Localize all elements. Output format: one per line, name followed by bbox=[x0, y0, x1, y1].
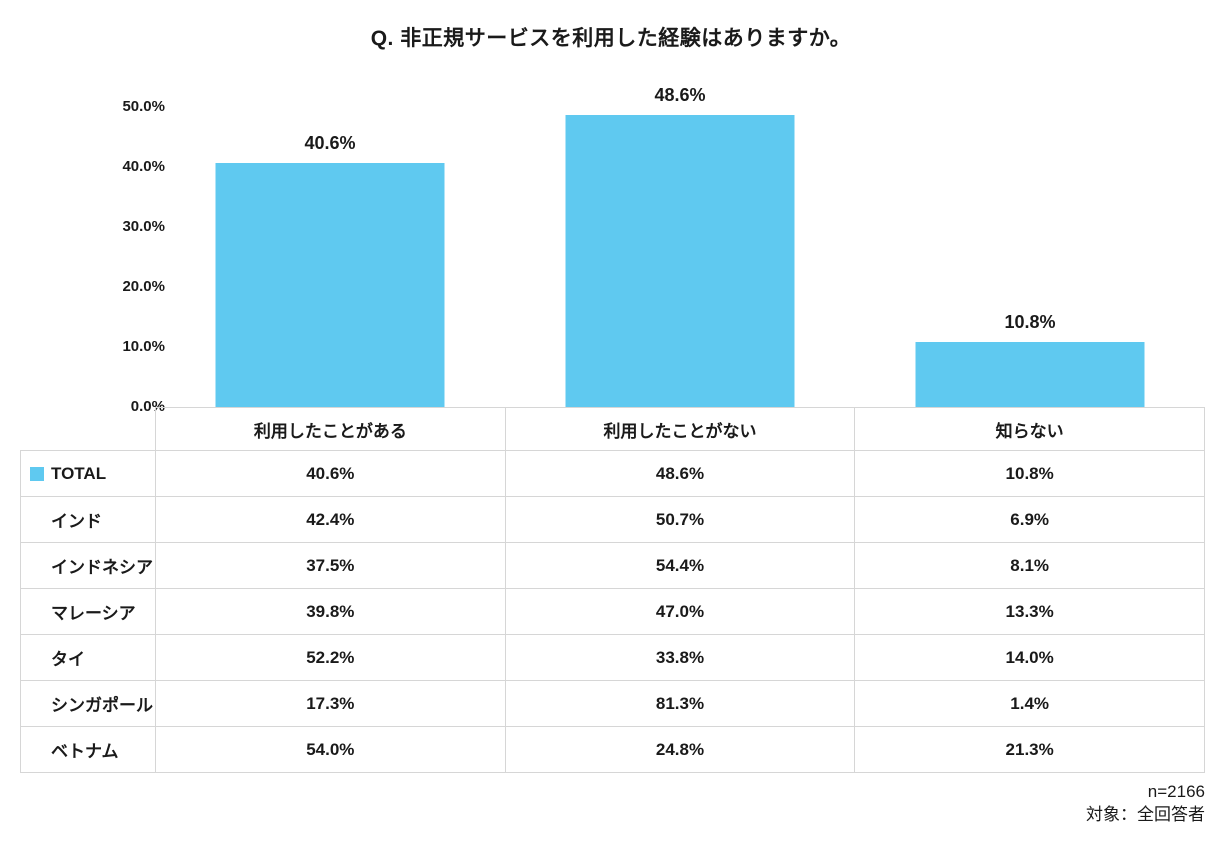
row-label: タイ bbox=[20, 634, 156, 681]
table-row: インド 42.4% 50.7% 6.9% bbox=[20, 496, 1205, 543]
table-cell: 24.8% bbox=[504, 726, 856, 773]
bar-slot: 40.6% bbox=[155, 60, 505, 407]
table-cell: 10.8% bbox=[854, 450, 1205, 497]
table-cell: 37.5% bbox=[155, 542, 506, 589]
table-cell: 1.4% bbox=[854, 680, 1205, 727]
y-tick-label: 50.0% bbox=[122, 98, 165, 115]
plot-area: 40.6% 48.6% 10.8% bbox=[155, 60, 1205, 407]
table-cell: 48.6% bbox=[504, 450, 856, 497]
table-header: 利用したことがある 利用したことがない 知らない bbox=[21, 407, 1205, 451]
data-table-wrap: 利用したことがある 利用したことがない 知らない TOTAL 40.6% 48.6% 10… bbox=[20, 407, 1205, 773]
table-cell: 47.0% bbox=[504, 588, 856, 635]
table-corner-cell bbox=[21, 408, 156, 451]
table-cell: 17.3% bbox=[155, 680, 506, 727]
table-cell: 54.4% bbox=[504, 542, 856, 589]
y-tick-label: 30.0% bbox=[122, 218, 165, 235]
bar-slot: 10.8% bbox=[855, 60, 1205, 407]
table-cell: 6.9% bbox=[854, 496, 1205, 543]
y-tick-label: 20.0% bbox=[122, 278, 165, 295]
bar-chart: 0.0% 10.0% 20.0% 30.0% 40.0% 50.0% 40.6% 48.6%… bbox=[20, 60, 1205, 415]
column-header: 利用したことがある bbox=[155, 407, 506, 451]
table-body: TOTAL 40.6% 48.6% 10.8% インド 42.4% 50.7% 6.9% インド… bbox=[20, 450, 1205, 773]
table-cell: 54.0% bbox=[155, 726, 506, 773]
table-cell: 14.0% bbox=[854, 634, 1205, 681]
row-label: シンガポール bbox=[20, 680, 156, 727]
bar bbox=[215, 163, 445, 407]
table-cell: 42.4% bbox=[155, 496, 506, 543]
bar-value-label: 10.8% bbox=[1004, 312, 1056, 333]
bar-slot: 48.6% bbox=[505, 60, 855, 407]
y-axis: 0.0% 10.0% 20.0% 30.0% 40.0% 50.0% bbox=[20, 60, 165, 415]
row-label: インドネシア bbox=[20, 542, 156, 589]
row-label-text: ベトナム bbox=[51, 742, 119, 761]
row-label-text: インドネシア bbox=[51, 558, 153, 577]
row-label-text: TOTAL bbox=[51, 463, 107, 483]
column-header: 知らない bbox=[854, 407, 1205, 451]
chart-title: Q. 非正規サービスを利用した経験はありますか。 bbox=[370, 27, 852, 50]
row-label: ベトナム bbox=[20, 726, 156, 773]
bar-value-label: 40.6% bbox=[304, 133, 356, 154]
table-row: TOTAL 40.6% 48.6% 10.8% bbox=[20, 450, 1205, 497]
table-cell: 50.7% bbox=[504, 496, 856, 543]
audience-note: 対象：全回答者 bbox=[1086, 804, 1205, 824]
y-tick-label: 10.0% bbox=[122, 338, 165, 355]
data-table: 利用したことがある 利用したことがない 知らない TOTAL 40.6% 48.6% 10… bbox=[20, 407, 1205, 773]
y-tick-label: 40.0% bbox=[122, 158, 165, 175]
table-row: ベトナム 54.0% 24.8% 21.3% bbox=[20, 726, 1205, 773]
table-cell: 33.8% bbox=[504, 634, 856, 681]
table-row: マレーシア 39.8% 47.0% 13.3% bbox=[20, 588, 1205, 635]
row-label-text: インド bbox=[51, 512, 102, 531]
bar-value-label: 48.6% bbox=[654, 85, 706, 106]
table-cell: 81.3% bbox=[504, 680, 856, 727]
bar bbox=[915, 342, 1145, 407]
header-row: 利用したことがある 利用したことがない 知らない bbox=[21, 407, 1205, 451]
table-row: シンガポール 17.3% 81.3% 1.4% bbox=[20, 680, 1205, 727]
table-cell: 40.6% bbox=[155, 450, 506, 497]
table-cell: 8.1% bbox=[854, 542, 1205, 589]
table-cell: 21.3% bbox=[854, 726, 1205, 773]
row-label: TOTAL bbox=[20, 450, 156, 497]
column-header: 利用したことがない bbox=[504, 407, 856, 451]
table-cell: 52.2% bbox=[155, 634, 506, 681]
row-label: インド bbox=[20, 496, 156, 543]
bar bbox=[565, 115, 795, 407]
row-label: マレーシア bbox=[20, 588, 156, 635]
row-label-text: マレーシア bbox=[51, 604, 136, 623]
row-label-text: シンガポール bbox=[51, 696, 153, 715]
legend-square-icon bbox=[30, 466, 44, 481]
table-row: タイ 52.2% 33.8% 14.0% bbox=[20, 634, 1205, 681]
footer-note: n=2166 対象：全回答者 bbox=[1086, 781, 1205, 827]
row-label-text: タイ bbox=[51, 650, 85, 669]
table-cell: 13.3% bbox=[854, 588, 1205, 635]
table-cell: 39.8% bbox=[155, 588, 506, 635]
table-row: インドネシア 37.5% 54.4% 8.1% bbox=[20, 542, 1205, 589]
sample-size-note: n=2166 bbox=[1147, 782, 1205, 801]
